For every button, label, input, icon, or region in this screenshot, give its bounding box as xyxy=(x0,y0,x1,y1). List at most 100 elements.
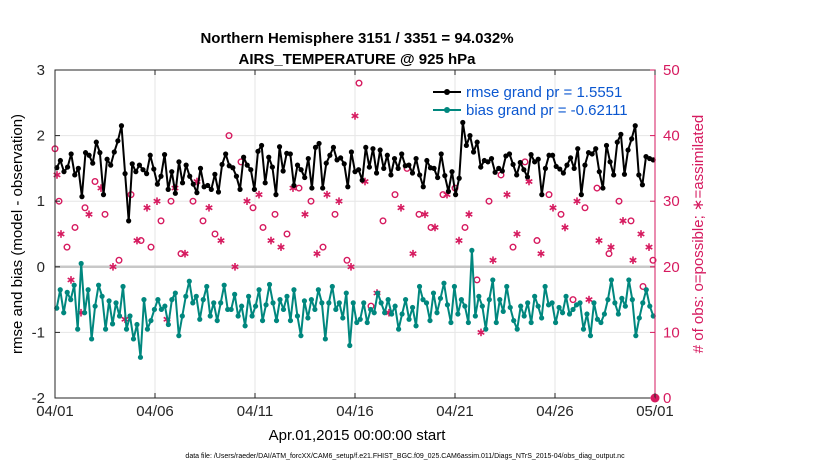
obs-assimilated-marker xyxy=(153,197,161,205)
obs-assimilated-marker xyxy=(255,190,263,199)
bias-point xyxy=(434,310,440,316)
bias-point xyxy=(280,306,287,313)
obs-possible-marker xyxy=(557,210,565,218)
rmse-point xyxy=(194,190,200,196)
rmse-point xyxy=(233,173,240,179)
bias-line xyxy=(55,249,655,359)
obs-assimilated-marker xyxy=(397,203,405,212)
obs-possible-marker xyxy=(343,256,351,264)
rmse-point xyxy=(144,171,150,177)
rmse-point xyxy=(621,171,628,177)
bias-point xyxy=(469,247,475,253)
obs-assimilated-marker xyxy=(347,263,355,271)
obs-assimilated-stroke xyxy=(231,264,239,270)
rmse-point xyxy=(506,151,513,157)
obs-assimilated-marker xyxy=(513,230,521,238)
bias-point xyxy=(134,321,140,328)
obs-assimilated-stroke xyxy=(585,297,593,303)
obs-assimilated-stroke xyxy=(645,244,653,250)
obs-assimilated-marker xyxy=(267,236,275,245)
rmse-point xyxy=(496,165,502,171)
rmse-point xyxy=(467,133,473,139)
bias-point xyxy=(451,283,458,290)
obs-possible-marker xyxy=(101,210,109,218)
bias-point xyxy=(371,310,377,316)
rmse-point xyxy=(338,155,344,161)
bias-point xyxy=(78,260,84,267)
rmse-point xyxy=(618,131,624,137)
obs-possible-marker xyxy=(189,197,197,205)
bias-point xyxy=(493,319,499,326)
bias-point xyxy=(584,311,590,317)
bias-point xyxy=(256,287,262,293)
rmse-point xyxy=(445,188,452,194)
obs-possible-marker xyxy=(569,296,577,304)
obs-possible-marker xyxy=(649,256,657,264)
rmse-point xyxy=(632,123,638,129)
rmse-point xyxy=(452,192,459,198)
rmse-point xyxy=(596,169,602,175)
bias-point xyxy=(305,315,311,321)
obs-assimilated-marker xyxy=(477,328,485,337)
bias-point xyxy=(577,300,583,306)
rmse-point xyxy=(122,171,128,177)
rmse-point xyxy=(377,147,383,153)
bias-point xyxy=(385,297,391,303)
rmse-point xyxy=(327,152,333,158)
bias-point xyxy=(612,300,618,306)
bias-point xyxy=(148,317,154,324)
bias-point xyxy=(259,317,266,324)
obs-possible-marker xyxy=(147,243,155,251)
rmse-point xyxy=(607,159,613,165)
obs-possible-marker xyxy=(199,217,207,225)
bias-point xyxy=(162,303,168,309)
bias-point xyxy=(308,297,314,303)
rmse-point xyxy=(442,173,448,179)
bias-point xyxy=(270,300,276,306)
rmse-point xyxy=(636,172,642,178)
rmse-point xyxy=(86,152,92,158)
bias-point xyxy=(633,333,639,339)
rmse-point xyxy=(625,147,631,153)
obs-possible-marker xyxy=(509,243,517,251)
bias-point xyxy=(441,280,447,286)
obs-assimilated-marker xyxy=(409,249,417,258)
x-tick-label: 04/06 xyxy=(136,403,174,420)
obs-assimilated-marker xyxy=(549,203,557,212)
obs-possible-marker xyxy=(211,230,219,238)
rmse-point xyxy=(266,154,272,160)
rmse-point xyxy=(165,186,171,192)
rmse-point xyxy=(115,138,121,144)
bias-point xyxy=(322,336,328,342)
rmse-point xyxy=(309,185,315,191)
rmse-point xyxy=(316,140,322,147)
rmse-point xyxy=(438,151,444,157)
rmse-point xyxy=(61,169,67,175)
bias-point xyxy=(92,303,98,309)
rmse-point xyxy=(463,142,469,149)
obs-assimilated-stroke xyxy=(607,244,615,250)
rmse-point xyxy=(151,166,157,172)
obs-assimilated-stroke xyxy=(301,211,309,217)
obs-possible-marker xyxy=(627,217,635,225)
rmse-point xyxy=(528,152,534,158)
obs-assimilated-stroke xyxy=(217,237,225,244)
bias-point xyxy=(169,297,175,303)
obs-assimilated-stroke xyxy=(361,178,369,185)
obs-assimilated-marker xyxy=(637,230,645,238)
chart-title-line2: AIRS_TEMPERATURE @ 925 hPa xyxy=(239,51,477,68)
rmse-point xyxy=(287,151,293,157)
bias-point xyxy=(640,300,646,306)
obs-assimilated-stroke xyxy=(109,264,117,270)
obs-possible-marker xyxy=(295,184,303,192)
bias-point xyxy=(357,316,363,322)
bias-point xyxy=(235,313,241,319)
bias-point xyxy=(552,319,559,326)
rmse-point xyxy=(485,159,491,165)
bias-point xyxy=(221,282,227,288)
rmse-point xyxy=(510,161,516,168)
bias-point xyxy=(207,313,213,319)
rmse-point xyxy=(589,151,595,157)
obs-possible-marker xyxy=(91,178,99,186)
bias-point xyxy=(242,323,248,329)
